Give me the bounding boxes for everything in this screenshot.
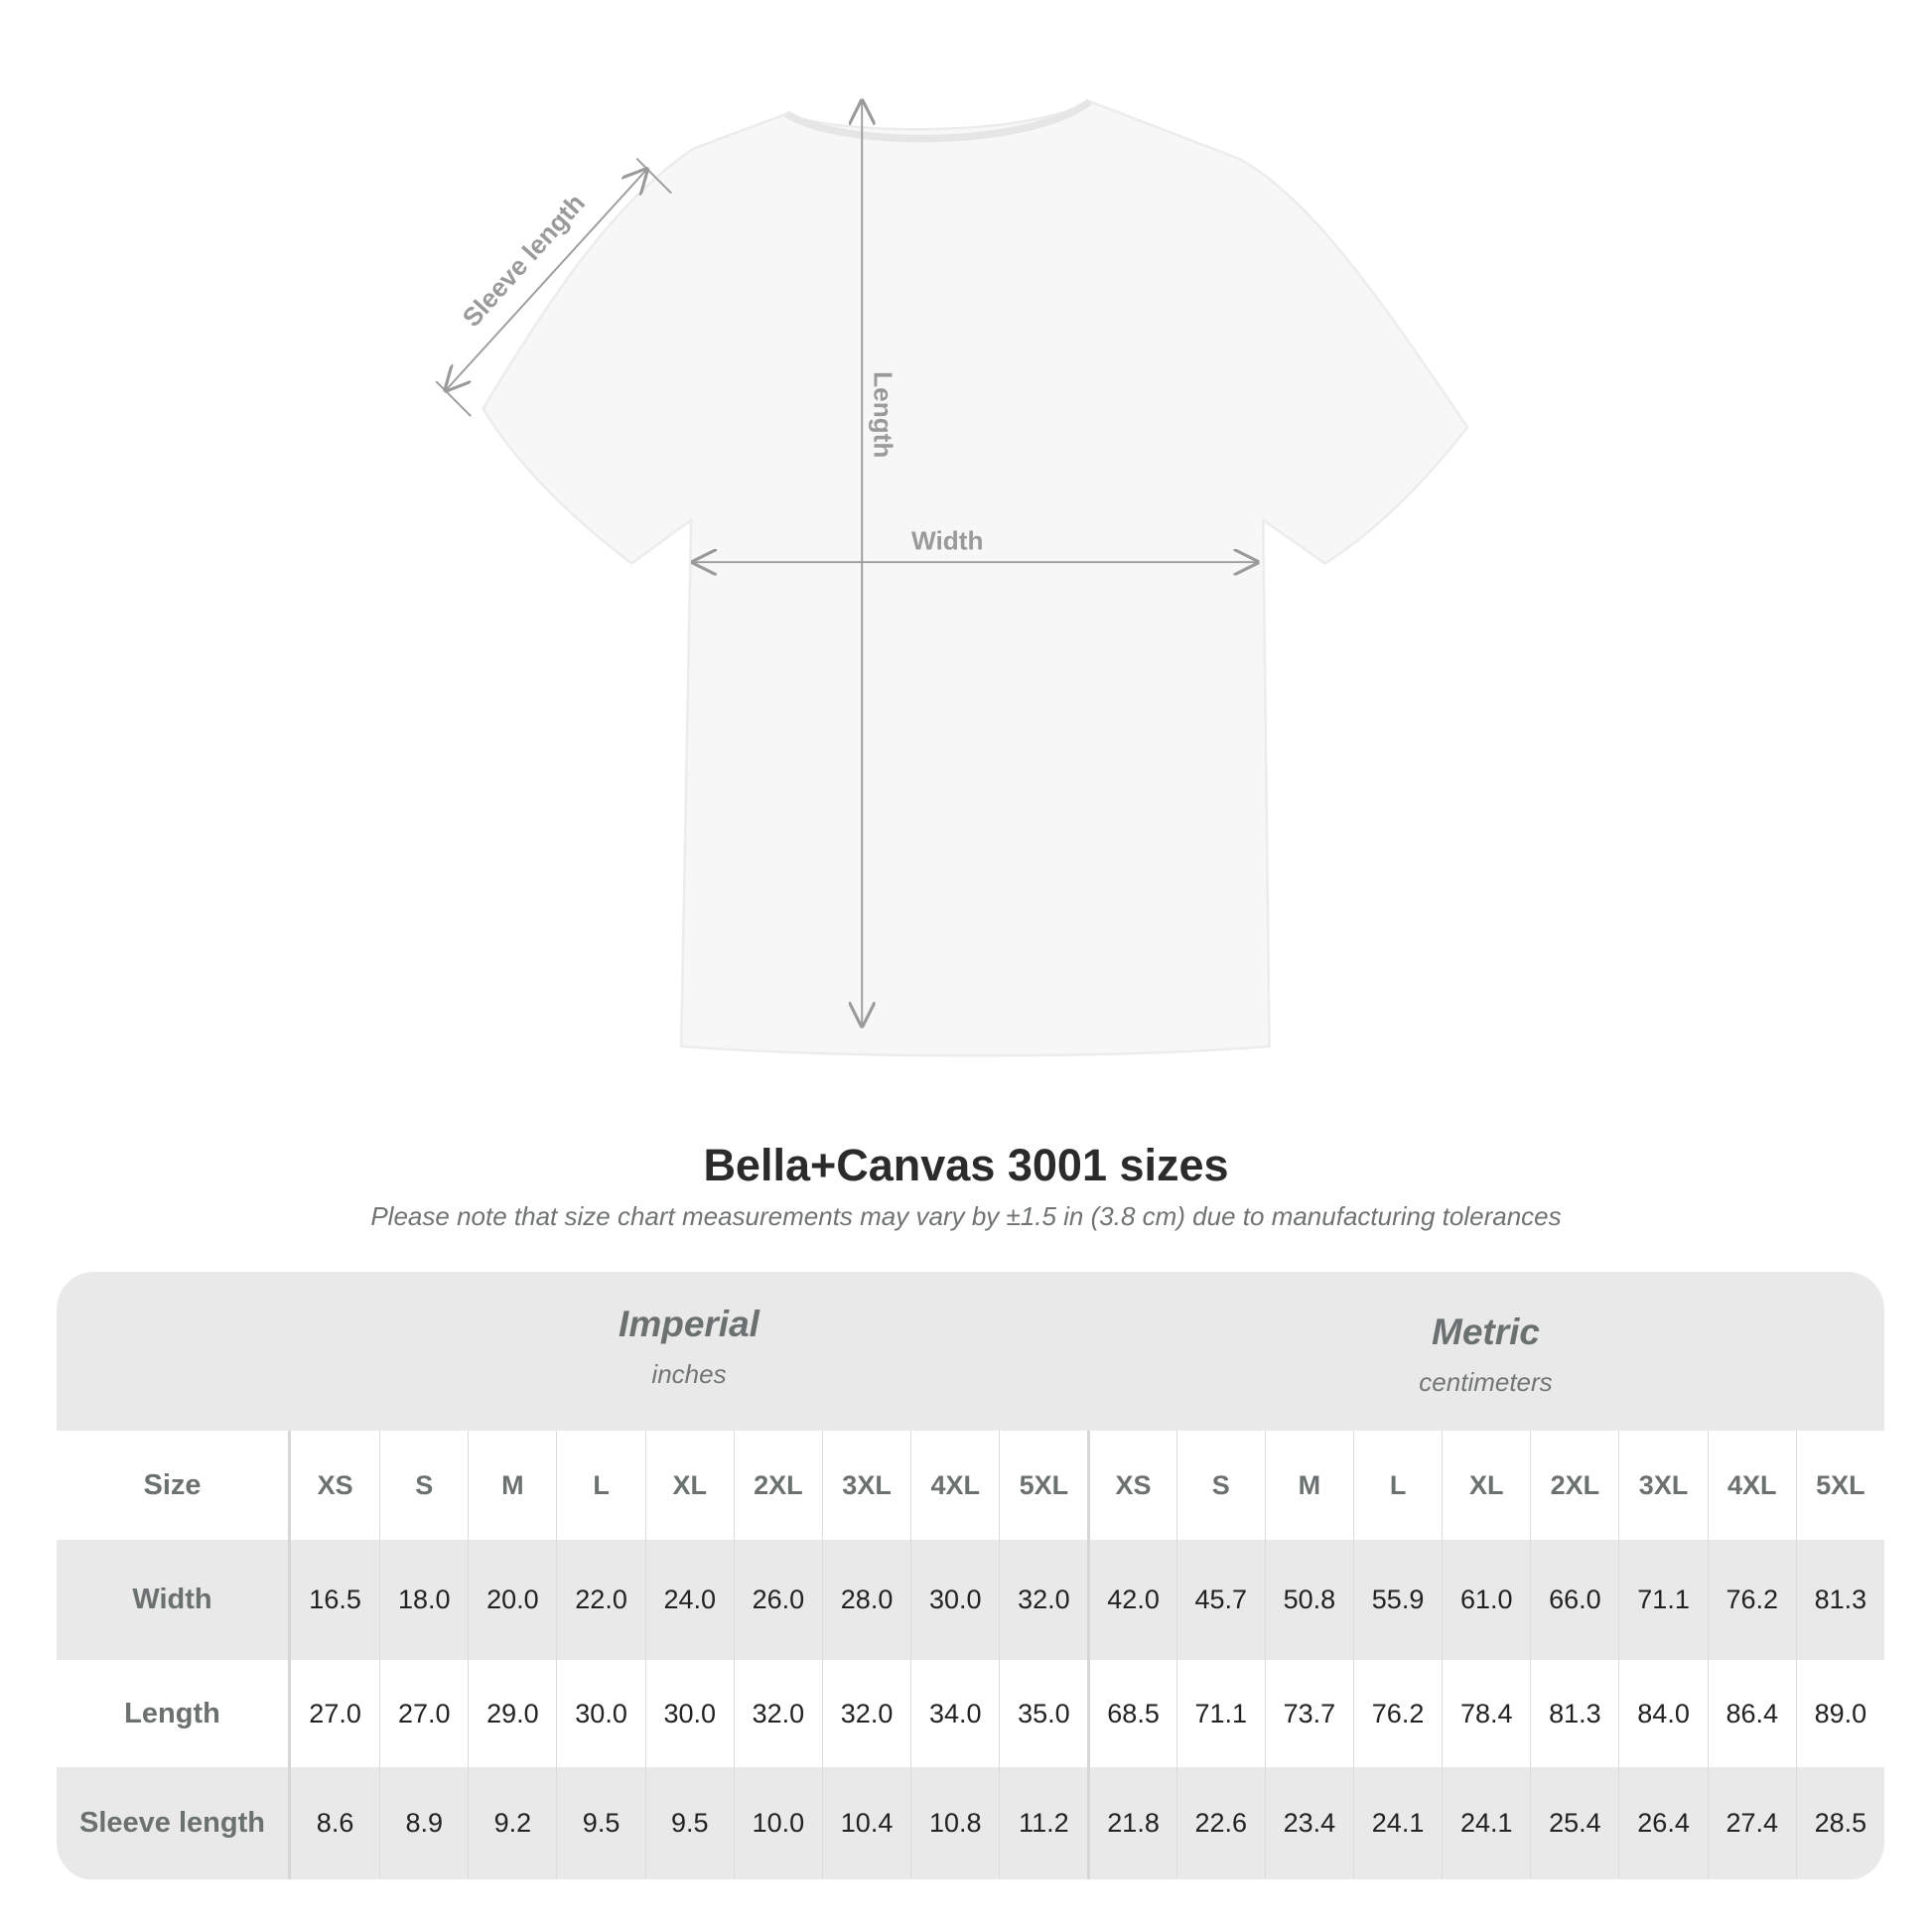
value-cell: 42.0 bbox=[1087, 1540, 1175, 1660]
value-cell: 10.0 bbox=[733, 1767, 822, 1879]
group-name: Imperial bbox=[619, 1304, 759, 1344]
group-name: Metric bbox=[1432, 1311, 1540, 1352]
value-cell: 66.0 bbox=[1530, 1540, 1618, 1660]
value-cell: 71.1 bbox=[1618, 1540, 1707, 1660]
value-cell: 8.6 bbox=[316, 1808, 354, 1838]
value-cell: 16.5 bbox=[309, 1585, 361, 1614]
value-cell: 28.5 bbox=[1795, 1767, 1884, 1879]
value-cell: 24.1 bbox=[1442, 1767, 1530, 1879]
size-header-cell: 3XL bbox=[1618, 1431, 1707, 1540]
table-row: Sleeve length 8.6 8.9 9.2 9.5 9.5 10.0 10.4 10.8… bbox=[57, 1767, 1884, 1879]
value-cell: 30.0 bbox=[644, 1660, 734, 1767]
value-cell: 32.0 bbox=[733, 1660, 822, 1767]
value-cell: 84.0 bbox=[1618, 1660, 1707, 1767]
value-cell: 30.0 bbox=[910, 1540, 999, 1660]
value-cell: 27.4 bbox=[1707, 1767, 1796, 1879]
row-label: Width bbox=[57, 1540, 291, 1660]
size-header-cell: XS bbox=[1087, 1431, 1175, 1540]
value-cell: 78.4 bbox=[1442, 1660, 1530, 1767]
value-cell: 68.5 bbox=[1087, 1660, 1175, 1767]
value-cell: 34.0 bbox=[910, 1660, 999, 1767]
tshirt-collar bbox=[784, 98, 1092, 143]
value-cell: 89.0 bbox=[1795, 1660, 1884, 1767]
value-cell: 45.7 bbox=[1175, 1540, 1265, 1660]
value-cell: 27.0 bbox=[379, 1660, 468, 1767]
size-header-cell: 4XL bbox=[1707, 1431, 1796, 1540]
value-cell: 26.0 bbox=[733, 1540, 822, 1660]
value-cell: 73.7 bbox=[1264, 1660, 1353, 1767]
size-header-cell: 5XL bbox=[999, 1431, 1087, 1540]
size-header-cell: XS bbox=[317, 1469, 353, 1500]
row-label: Size bbox=[57, 1431, 291, 1540]
value-cell: 76.2 bbox=[1707, 1540, 1796, 1660]
value-cell: 32.0 bbox=[999, 1540, 1087, 1660]
size-header-cell: M bbox=[468, 1431, 556, 1540]
value-cell: 24.1 bbox=[1352, 1767, 1442, 1879]
value-cell: 81.3 bbox=[1530, 1660, 1618, 1767]
size-header-cell: 3XL bbox=[821, 1431, 910, 1540]
group-metric: Metric centimeters bbox=[1087, 1311, 1884, 1398]
width-label: Width bbox=[911, 526, 983, 556]
size-header-cell: L bbox=[1352, 1431, 1442, 1540]
tolerance-note: Please note that size chart measurements… bbox=[370, 1201, 1562, 1231]
value-cell: 25.4 bbox=[1530, 1767, 1618, 1879]
size-header-cell: 5XL bbox=[1795, 1431, 1884, 1540]
value-cell: 26.4 bbox=[1618, 1767, 1707, 1879]
value-cell: 71.1 bbox=[1175, 1660, 1265, 1767]
value-cell: 21.8 bbox=[1087, 1767, 1175, 1879]
value-cell: 76.2 bbox=[1352, 1660, 1442, 1767]
value-cell: 24.0 bbox=[644, 1540, 734, 1660]
value-cell: 50.8 bbox=[1264, 1540, 1353, 1660]
value-cell: 9.5 bbox=[644, 1767, 734, 1879]
value-cell: 55.9 bbox=[1352, 1540, 1442, 1660]
value-cell: 9.2 bbox=[468, 1767, 556, 1879]
table-header: Imperial inches Metric centimeters bbox=[57, 1272, 1884, 1431]
table-row: Length 27.0 27.0 29.0 30.0 30.0 32.0 32.0 34.0 35… bbox=[57, 1660, 1884, 1767]
group-unit: centimeters bbox=[1419, 1367, 1553, 1397]
value-cell: 8.9 bbox=[379, 1767, 468, 1879]
value-cell: 30.0 bbox=[556, 1660, 644, 1767]
size-header-cell: S bbox=[1175, 1431, 1265, 1540]
size-header-cell: XL bbox=[644, 1431, 734, 1540]
size-header-cell: XL bbox=[1442, 1431, 1530, 1540]
value-cell: 20.0 bbox=[468, 1540, 556, 1660]
value-cell: 61.0 bbox=[1442, 1540, 1530, 1660]
length-label: Length bbox=[869, 371, 898, 458]
size-header-cell: L bbox=[556, 1431, 644, 1540]
value-cell: 81.3 bbox=[1795, 1540, 1884, 1660]
size-table: Imperial inches Metric centimeters Size X… bbox=[57, 1272, 1884, 1880]
row-label: Length bbox=[57, 1660, 291, 1767]
size-header-row: Size XS S M L XL 2XL 3XL 4XL 5XL XS S M L XL 2XL 3XL 4XL 5… bbox=[57, 1431, 1884, 1540]
value-cell: 22.0 bbox=[556, 1540, 644, 1660]
value-cell: 10.8 bbox=[910, 1767, 999, 1879]
value-cell: 35.0 bbox=[999, 1660, 1087, 1767]
value-cell: 18.0 bbox=[379, 1540, 468, 1660]
size-header-cell: M bbox=[1264, 1431, 1353, 1540]
value-cell: 32.0 bbox=[821, 1660, 910, 1767]
size-header-cell: S bbox=[379, 1431, 468, 1540]
group-unit: inches bbox=[651, 1359, 727, 1389]
size-header-cell: 2XL bbox=[1530, 1431, 1618, 1540]
value-cell: 86.4 bbox=[1707, 1660, 1796, 1767]
table-row: Width 16.5 18.0 20.0 22.0 24.0 26.0 28.0 30.0 32.… bbox=[57, 1540, 1884, 1660]
value-cell: 9.5 bbox=[556, 1767, 644, 1879]
page-title: Bella+Canvas 3001 sizes bbox=[703, 1140, 1229, 1190]
size-header-cell: 2XL bbox=[733, 1431, 822, 1540]
value-cell: 11.2 bbox=[999, 1767, 1087, 1879]
tshirt-measurement-diagram: Sleeve length Length Width bbox=[435, 98, 1469, 1057]
value-cell: 28.0 bbox=[821, 1540, 910, 1660]
value-cell: 10.4 bbox=[821, 1767, 910, 1879]
value-cell: 29.0 bbox=[468, 1660, 556, 1767]
group-imperial: Imperial inches bbox=[291, 1304, 1087, 1390]
value-cell: 27.0 bbox=[309, 1698, 361, 1728]
row-label: Sleeve length bbox=[57, 1767, 291, 1879]
value-cell: 22.6 bbox=[1175, 1767, 1265, 1879]
sleeve-arrow bbox=[446, 170, 646, 390]
size-header-cell: 4XL bbox=[910, 1431, 999, 1540]
value-cell: 23.4 bbox=[1264, 1767, 1353, 1879]
tshirt-shape bbox=[482, 99, 1469, 1057]
